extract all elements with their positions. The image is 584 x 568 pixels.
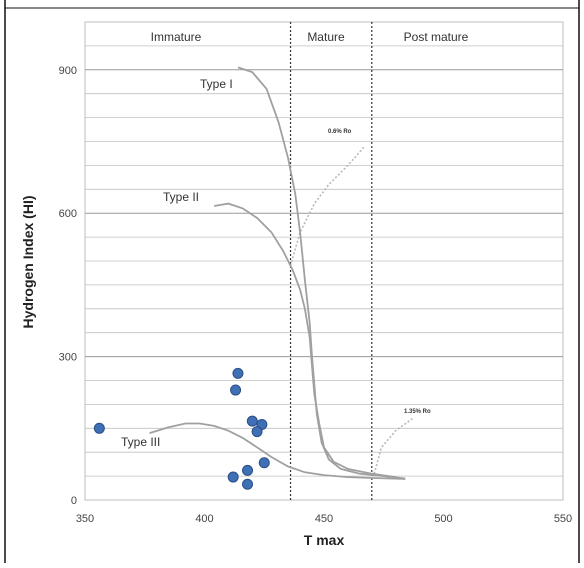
x-axis-label: T max	[304, 532, 345, 548]
x-tick-label: 550	[554, 513, 572, 525]
zone-label-post-mature: Post mature	[404, 30, 469, 44]
y-axis-label: Hydrogen Index (HI)	[20, 195, 36, 328]
data-point	[242, 464, 254, 476]
data-point	[258, 457, 270, 469]
ro-line-1-35-ro	[373, 418, 413, 474]
data-point	[246, 415, 258, 427]
curve-label-type-i: Type I	[200, 77, 233, 91]
data-point	[93, 422, 105, 434]
ro-lines	[289, 145, 413, 474]
y-tick-label: 900	[59, 65, 77, 77]
x-tick-label: 400	[195, 513, 213, 525]
tick-labels: 350 400 450 500 550 0 300 600 900	[59, 65, 573, 525]
chart-labels: Immature Mature Post mature Type I Type II Ty…	[121, 30, 469, 449]
x-tick-label: 500	[434, 513, 452, 525]
ro-line-0-6-ro	[289, 145, 366, 267]
curve-type-ii	[213, 202, 396, 478]
zone-label-mature: Mature	[307, 30, 345, 44]
data-point	[251, 426, 263, 438]
curve-type-i	[237, 66, 406, 480]
y-tick-label: 300	[59, 352, 77, 364]
x-tick-label: 450	[315, 513, 333, 525]
y-tick-label: 600	[59, 208, 77, 220]
ro-label-1-35: 1.35% Ro	[404, 409, 431, 415]
curve-label-type-ii: Type II	[163, 190, 199, 204]
data-point	[230, 384, 242, 396]
ro-label-0-6: 0.6% Ro	[328, 129, 352, 135]
zone-label-immature: Immature	[151, 30, 202, 44]
curve-type-iii	[149, 422, 406, 480]
x-tick-label: 350	[76, 513, 94, 525]
data-point	[242, 478, 254, 490]
data-points	[93, 367, 270, 490]
y-tick-label: 0	[71, 495, 77, 507]
data-point	[232, 367, 244, 379]
curve-label-type-iii: Type III	[121, 435, 160, 449]
data-point	[227, 471, 239, 483]
grid	[85, 45, 563, 477]
kerogen-curves	[149, 66, 406, 480]
